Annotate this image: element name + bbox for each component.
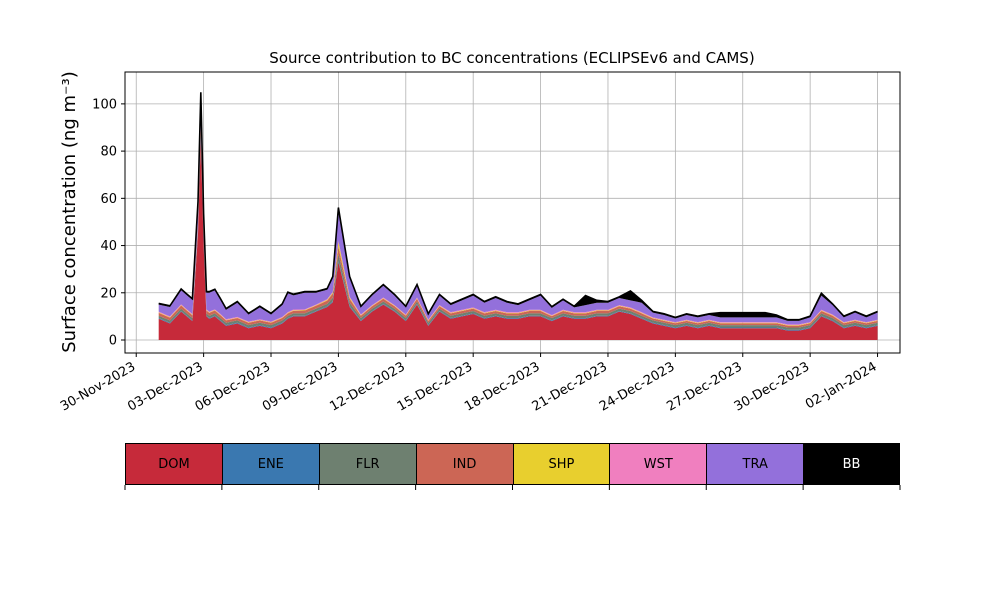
legend-ticks	[124, 485, 901, 490]
area-ind	[158, 127, 878, 328]
y-axis-label: Surface concentration (ng m⁻³)	[59, 71, 80, 353]
x-tick-label: 18-Dec-2023	[462, 359, 542, 414]
x-tick-label: 02-Jan-2024	[803, 359, 880, 412]
area-dom	[158, 139, 878, 341]
x-tick-label: 12-Dec-2023	[327, 359, 407, 414]
total-line	[158, 92, 878, 321]
y-tick-label: 40	[100, 239, 117, 254]
legend-item-shp: SHP	[512, 443, 610, 485]
x-tick-label: 24-Dec-2023	[597, 359, 677, 414]
y-tick-label: 60	[100, 192, 117, 207]
x-tick-label: 03-Dec-2023	[125, 359, 205, 414]
legend-item-tra: TRA	[706, 443, 804, 485]
x-tick-label: 30-Nov-2023	[58, 359, 138, 414]
x-tick-label: 30-Dec-2023	[732, 359, 812, 414]
y-tick-label: 20	[100, 286, 117, 301]
x-tick-label: 21-Dec-2023	[530, 359, 610, 414]
area-flr	[158, 133, 878, 330]
x-tick-label: 06-Dec-2023	[193, 359, 273, 414]
y-tick-label: 0	[109, 334, 117, 349]
area-ene	[158, 137, 878, 331]
legend-item-bb: BB	[803, 443, 900, 485]
legend-item-ind: IND	[415, 443, 513, 485]
plot-frame	[124, 71, 901, 354]
legend-item-ene: ENE	[221, 443, 319, 485]
x-tick-label: 09-Dec-2023	[260, 359, 340, 414]
area-shp	[158, 126, 878, 326]
legend-item-dom: DOM	[125, 443, 222, 485]
y-tick-label: 100	[92, 97, 117, 112]
area-wst	[158, 125, 878, 326]
legend-item-wst: WST	[609, 443, 707, 485]
axis-ticks: 0 20 40 60 80 100 30-Nov-202303-Dec-202306-Dec…	[58, 97, 880, 414]
chart-title: Source contribution to BC concentrations…	[269, 49, 754, 67]
x-tick-label: 15-Dec-2023	[395, 359, 475, 414]
stacked-areas	[158, 92, 878, 341]
legend-item-flr: FLR	[318, 443, 416, 485]
x-tick-label: 27-Dec-2023	[664, 359, 744, 414]
area-bb	[158, 92, 878, 321]
y-tick-label: 80	[100, 145, 117, 160]
area-tra	[158, 97, 878, 325]
